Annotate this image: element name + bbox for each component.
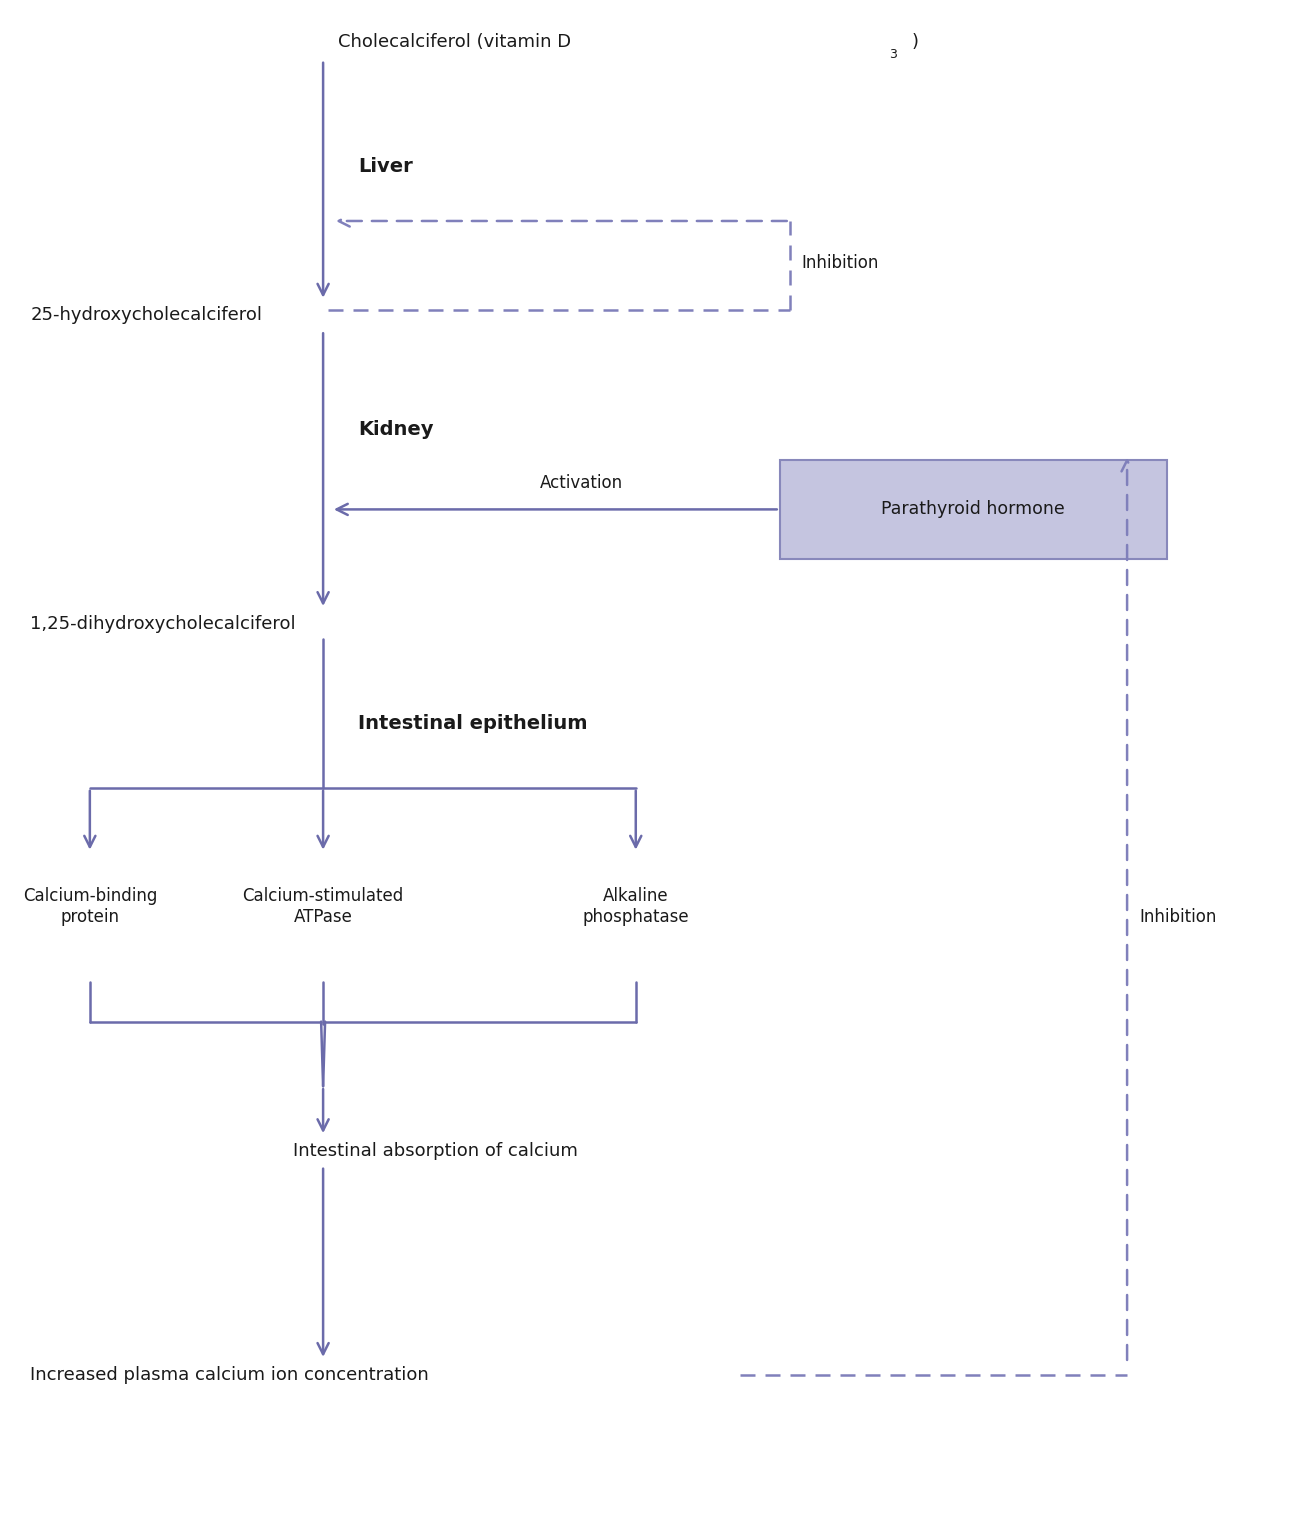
Text: Calcium-binding
protein: Calcium-binding protein <box>22 888 157 926</box>
Text: Alkaline
phosphatase: Alkaline phosphatase <box>582 888 689 926</box>
Text: Kidney: Kidney <box>358 420 433 440</box>
Text: Liver: Liver <box>358 156 412 176</box>
Text: Activation: Activation <box>540 474 623 492</box>
Text: Intestinal epithelium: Intestinal epithelium <box>358 714 588 733</box>
Text: 1,25-dihydroxycholecalciferol: 1,25-dihydroxycholecalciferol <box>30 615 296 633</box>
Text: Cholecalciferol (vitamin D: Cholecalciferol (vitamin D <box>338 34 571 51</box>
FancyBboxPatch shape <box>780 460 1167 560</box>
Text: Parathyroid hormone: Parathyroid hormone <box>881 500 1065 518</box>
Text: Inhibition: Inhibition <box>1139 908 1217 926</box>
Text: Increased plasma calcium ion concentration: Increased plasma calcium ion concentrati… <box>30 1366 429 1384</box>
Text: 3: 3 <box>889 49 897 61</box>
Text: Intestinal absorption of calcium: Intestinal absorption of calcium <box>294 1142 578 1160</box>
Text: ): ) <box>911 34 919 51</box>
Text: Inhibition: Inhibition <box>802 254 879 273</box>
Text: Calcium-stimulated
ATPase: Calcium-stimulated ATPase <box>243 888 404 926</box>
Text: 25-hydroxycholecalciferol: 25-hydroxycholecalciferol <box>30 307 263 325</box>
